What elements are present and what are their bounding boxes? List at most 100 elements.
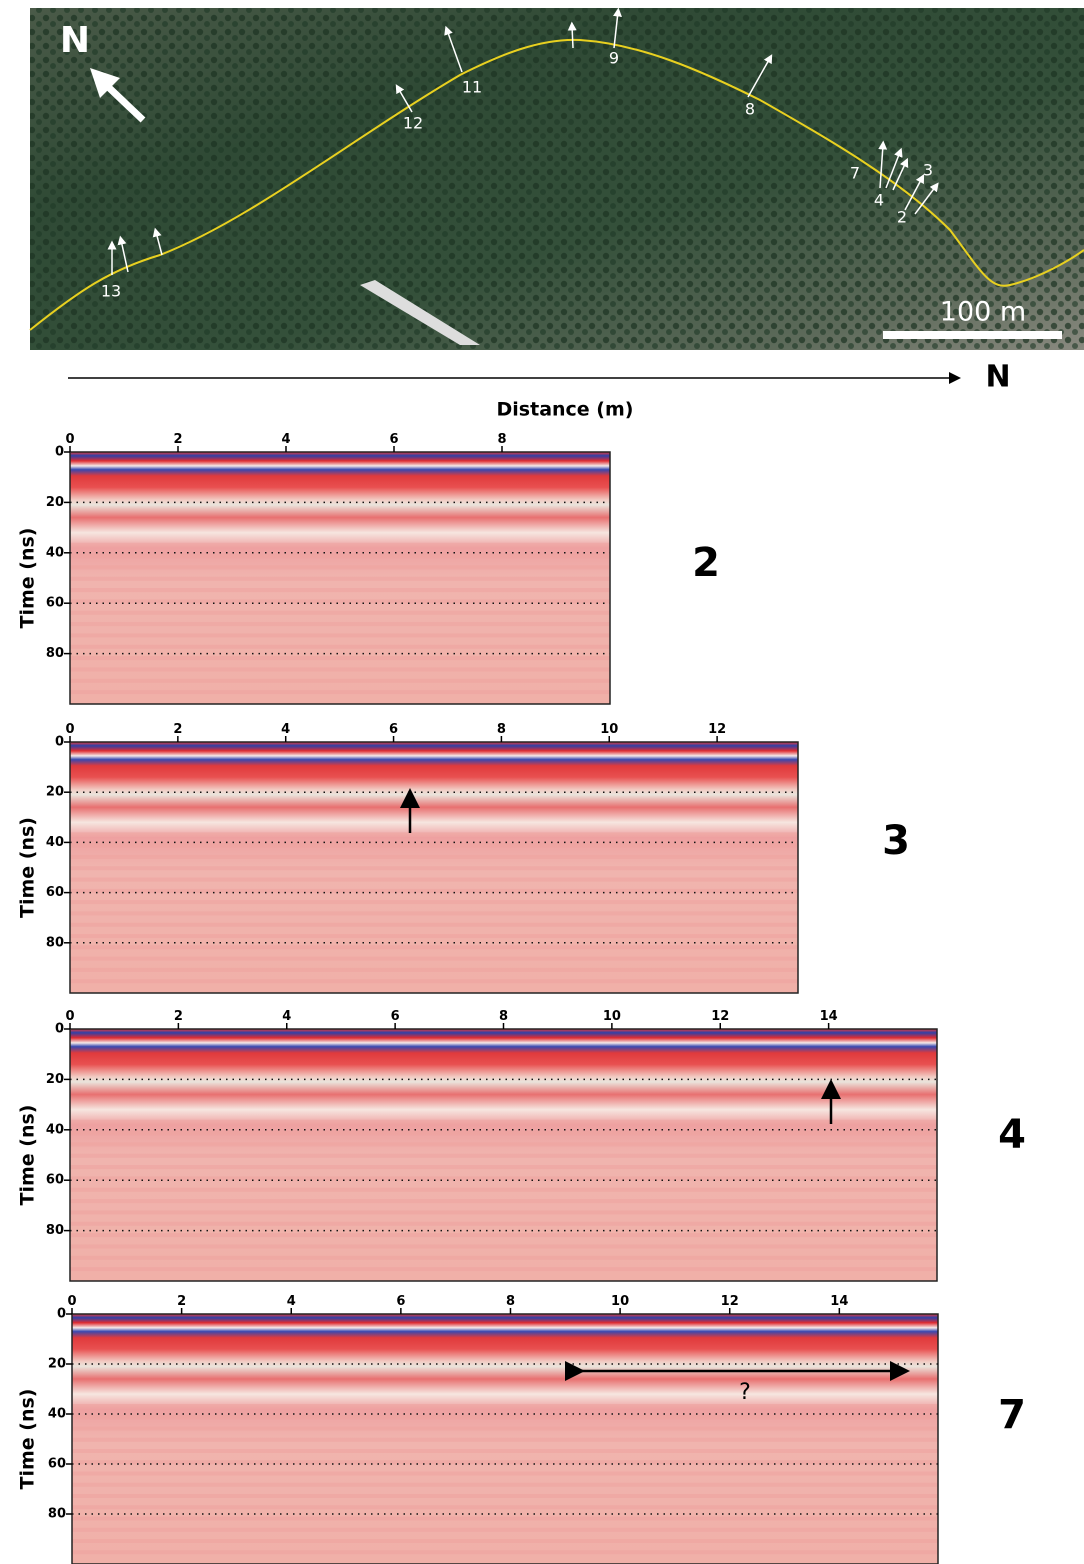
x-tick-label: 12 bbox=[708, 722, 726, 737]
y-tick-label: 60 bbox=[48, 1457, 66, 1472]
x-tick-label: 4 bbox=[282, 1009, 291, 1024]
y-tick-label: 20 bbox=[48, 1357, 66, 1372]
x-tick-label: 6 bbox=[391, 1009, 400, 1024]
scale-bar bbox=[883, 331, 1062, 339]
x-tick-label: 4 bbox=[281, 432, 290, 447]
x-tick-label: 8 bbox=[497, 432, 506, 447]
reflection-band bbox=[70, 922, 798, 927]
plot-frame bbox=[69, 741, 799, 994]
reflection-band bbox=[72, 1527, 938, 1532]
reflection-band bbox=[72, 1449, 938, 1453]
reflection-band bbox=[70, 599, 610, 604]
reflection-band bbox=[72, 1494, 938, 1498]
reflection-band bbox=[72, 1505, 938, 1510]
y-tick-label: 20 bbox=[46, 495, 64, 510]
profile-label: 7 bbox=[850, 164, 860, 183]
x-tick-label: 6 bbox=[389, 432, 398, 447]
y-tick-label: 20 bbox=[46, 785, 64, 800]
x-tick-label: 2 bbox=[174, 1009, 183, 1024]
profile-label: 11 bbox=[462, 78, 482, 97]
reflection-band bbox=[70, 622, 610, 627]
reflection-band bbox=[70, 967, 798, 972]
reflection-band bbox=[70, 1187, 937, 1192]
panel-label: 2 bbox=[692, 540, 720, 586]
reflection-band bbox=[70, 911, 798, 916]
reflection-band bbox=[70, 945, 798, 950]
map-north: N bbox=[60, 20, 90, 61]
reflection-band bbox=[70, 678, 610, 683]
reflection-band bbox=[70, 1153, 937, 1158]
reflection-band bbox=[70, 1221, 937, 1226]
y-axis-label: Time (ns) bbox=[17, 1105, 39, 1206]
reflection-band bbox=[70, 1267, 937, 1272]
x-tick-label: 6 bbox=[389, 722, 398, 737]
profile-label: 9 bbox=[609, 49, 619, 68]
reflection-band bbox=[70, 633, 610, 638]
y-tick-label: 0 bbox=[55, 735, 64, 750]
reflection-band bbox=[70, 854, 798, 859]
x-tick-label: 10 bbox=[600, 722, 618, 737]
reflection-band bbox=[70, 956, 798, 961]
y-tick-label: 0 bbox=[55, 1022, 64, 1037]
panel-label: 4 bbox=[998, 1112, 1026, 1158]
reflection-band bbox=[70, 576, 610, 581]
profile-label: 4 bbox=[874, 191, 884, 210]
reflection-band bbox=[70, 1210, 937, 1215]
greenhouse bbox=[360, 280, 480, 345]
reflection-band bbox=[70, 690, 610, 695]
reflection-band bbox=[70, 1131, 937, 1136]
scale-bar-label: 100 m bbox=[940, 297, 1026, 328]
y-tick-label: 80 bbox=[46, 646, 64, 661]
reflection-band bbox=[70, 1255, 937, 1260]
x-tick-label: 2 bbox=[177, 1294, 186, 1309]
y-tick-label: 0 bbox=[57, 1307, 66, 1322]
reflection-band bbox=[70, 1233, 937, 1238]
x-tick-label: 12 bbox=[711, 1009, 729, 1024]
y-tick-label: 60 bbox=[46, 596, 64, 611]
north-arrowhead bbox=[90, 68, 120, 98]
reflection-band bbox=[72, 1516, 938, 1521]
y-tick-label: 40 bbox=[46, 835, 64, 850]
x-tick-label: 2 bbox=[173, 432, 182, 447]
y-axis-label: Time (ns) bbox=[17, 817, 39, 918]
x-tick-label: 12 bbox=[721, 1294, 739, 1309]
y-tick-label: 60 bbox=[46, 885, 64, 900]
panel-label: 3 bbox=[882, 818, 910, 864]
y-tick-label: 60 bbox=[46, 1173, 64, 1188]
y-tick-label: 80 bbox=[46, 935, 64, 950]
reflection-band bbox=[70, 554, 610, 559]
y-tick-label: 0 bbox=[55, 445, 64, 460]
x-tick-label: 10 bbox=[603, 1009, 621, 1024]
direction-label: N bbox=[985, 360, 1010, 395]
x-tick-label: 4 bbox=[287, 1294, 296, 1309]
reflection-band bbox=[70, 644, 610, 649]
reflection-band bbox=[70, 1176, 937, 1181]
reflection-band bbox=[72, 1460, 938, 1465]
profile-arrows bbox=[107, 7, 939, 275]
y-tick-label: 40 bbox=[46, 545, 64, 560]
reflection-band bbox=[70, 934, 798, 939]
y-tick-label: 20 bbox=[46, 1072, 64, 1087]
x-tick-label: 10 bbox=[611, 1294, 629, 1309]
profile-label: 12 bbox=[403, 114, 423, 133]
x-tick-label: 0 bbox=[65, 1009, 74, 1024]
x-tick-label: 8 bbox=[499, 1009, 508, 1024]
x-tick-label: 4 bbox=[281, 722, 290, 737]
x-tick-label: 14 bbox=[830, 1294, 848, 1309]
plot-frame bbox=[69, 451, 611, 705]
reflection-band bbox=[70, 656, 610, 661]
map-texture bbox=[30, 8, 1084, 350]
reflection-band bbox=[72, 1550, 938, 1555]
profile-label: 13 bbox=[101, 282, 121, 301]
reflection-band bbox=[72, 1482, 938, 1487]
reflection-band bbox=[70, 866, 798, 871]
profile-track bbox=[29, 38, 1084, 331]
y-tick-label: 40 bbox=[46, 1122, 64, 1137]
reflection-band bbox=[70, 900, 798, 905]
x-tick-label: 8 bbox=[506, 1294, 515, 1309]
y-tick-label: 80 bbox=[46, 1223, 64, 1238]
reflection-band bbox=[70, 610, 610, 615]
reflection-band bbox=[70, 667, 610, 672]
reflection-band bbox=[70, 888, 798, 893]
